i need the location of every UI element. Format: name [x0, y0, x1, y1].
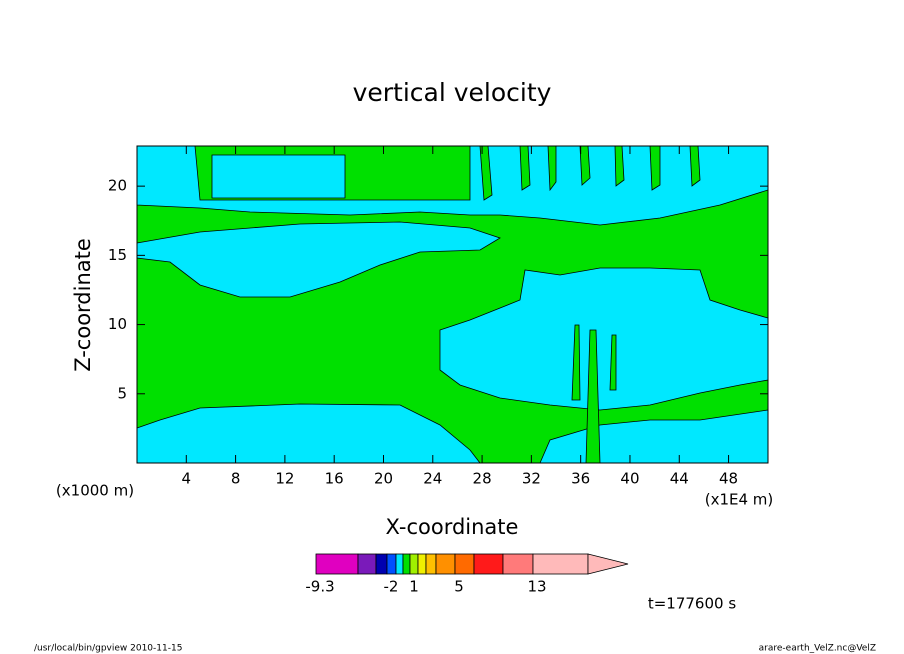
colorbar-tick-label: -9.3 [305, 578, 334, 596]
x-tick-label: 16 [325, 470, 344, 488]
colorbar-segment [386, 553, 397, 575]
x-tick-label: 48 [719, 470, 738, 488]
colorbar-segment [395, 553, 404, 575]
plot-area [136, 145, 769, 464]
y-axis-label: Z-coordinate [71, 238, 95, 372]
contour-region [211, 154, 346, 199]
colorbar-segment [375, 553, 388, 575]
time-label: t=177600 s [648, 595, 736, 613]
colorbar-tick-label: 1 [409, 578, 419, 596]
colorbar-segment [315, 553, 359, 575]
footer-left: /usr/local/bin/gpview 2010-11-15 [34, 644, 182, 654]
x-tick-label: 36 [571, 470, 590, 488]
contour-region [136, 221, 501, 298]
x-tick-label: 44 [670, 470, 689, 488]
colorbar-segment [473, 553, 504, 575]
y-tick-label: 10 [108, 315, 127, 333]
colorbar-segment [532, 553, 589, 575]
x-tick-label: 24 [423, 470, 442, 488]
colorbar-tick-label: 13 [527, 578, 546, 596]
x-tick-label: 32 [522, 470, 541, 488]
y-tick-label: 5 [117, 384, 127, 402]
colorbar-tick-label: -2 [384, 578, 399, 596]
x-axis-label: X-coordinate [386, 515, 519, 539]
y-tick-label: 20 [108, 177, 127, 195]
contour-region [479, 145, 701, 201]
colorbar-extension [587, 553, 629, 575]
colorbar-segment [425, 553, 437, 575]
chart-title: vertical velocity [353, 78, 552, 107]
colorbar-segment [409, 553, 419, 575]
x-tick-label: 20 [374, 470, 393, 488]
x-tick-label: 12 [275, 470, 294, 488]
colorbar-segment [502, 553, 534, 575]
x-tick-label: 40 [620, 470, 639, 488]
colorbar: -9.3 -2 1 5 13 [305, 553, 629, 596]
footer-right: arare-earth_VelZ.nc@VelZ [759, 644, 876, 654]
contour-region [136, 403, 481, 464]
colorbar-segment [402, 553, 411, 575]
colorbar-segment [435, 553, 456, 575]
x-tick-label: 8 [231, 470, 241, 488]
x-tick-label: 4 [182, 470, 192, 488]
y-tick-label: 15 [108, 246, 127, 264]
colorbar-segment [417, 553, 427, 575]
plot-frame [136, 145, 769, 464]
x-tick-label: 28 [473, 470, 492, 488]
y-unit: (x1000 m) [56, 482, 134, 500]
colorbar-segment [357, 553, 377, 575]
colorbar-segment [454, 553, 475, 575]
x-unit: (x1E4 m) [705, 491, 774, 509]
colorbar-tick-label: 5 [454, 578, 464, 596]
